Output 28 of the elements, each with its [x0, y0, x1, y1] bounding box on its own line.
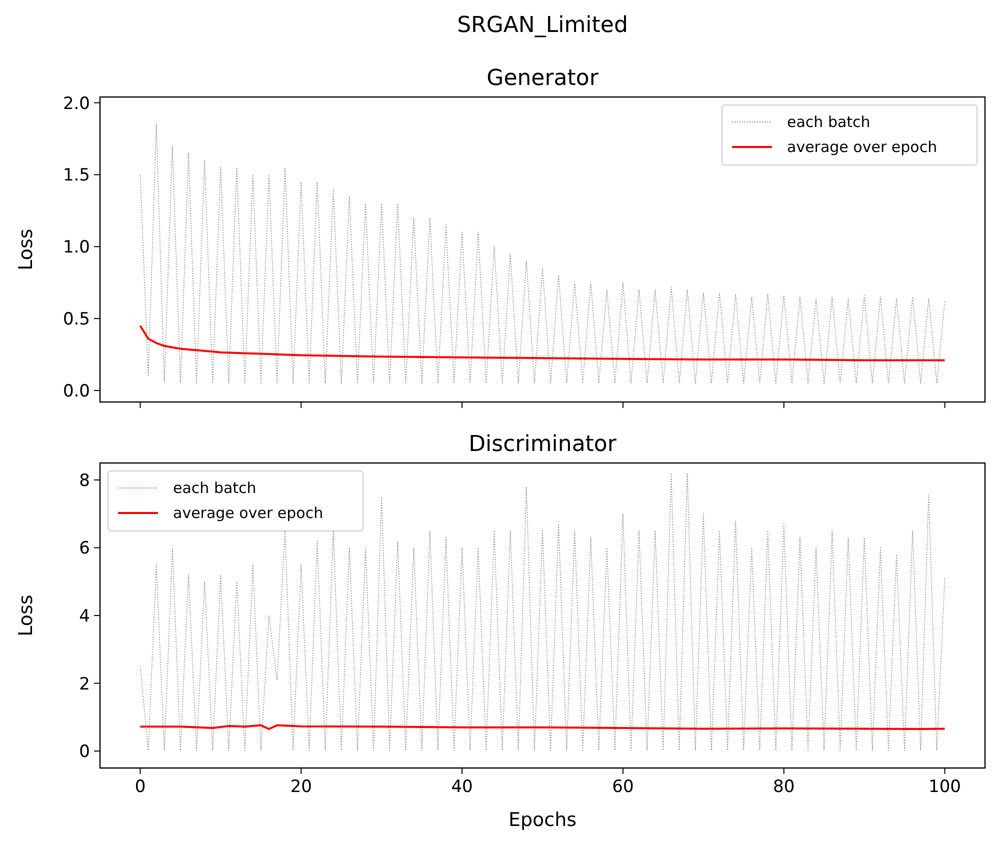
y-axis-title: Loss — [15, 594, 37, 636]
legend-label: each batch — [787, 113, 870, 131]
y-tick-label: 4 — [79, 606, 90, 626]
x-axis-title: Epochs — [508, 809, 577, 831]
legend-label: average over epoch — [787, 138, 938, 156]
legend-label: each batch — [173, 479, 256, 497]
y-tick-label: 2.0 — [62, 94, 90, 114]
y-tick-label: 1.5 — [62, 166, 90, 186]
y-axis-title: Loss — [15, 228, 37, 270]
x-tick-label: 0 — [134, 777, 146, 797]
x-tick-label: 100 — [928, 777, 961, 797]
text: SRGAN_Limited — [457, 13, 628, 38]
chart-title: Generator — [486, 66, 600, 91]
y-tick-label: 0.5 — [62, 310, 90, 330]
line-series — [139, 324, 946, 362]
x-tick-label: 40 — [451, 777, 473, 797]
y-tick-label: 8 — [79, 470, 90, 491]
legend-label: average over epoch — [173, 504, 324, 522]
y-tick-label: 1.0 — [62, 238, 90, 258]
chart-title: Discriminator — [468, 432, 618, 457]
x-tick-label: 60 — [612, 777, 634, 797]
y-tick-label: 0 — [79, 742, 90, 762]
x-tick-label: 80 — [773, 777, 795, 797]
y-tick-label: 0.0 — [62, 381, 90, 402]
x-tick-label: 20 — [290, 777, 312, 797]
y-tick-label: 6 — [79, 538, 90, 559]
line-series — [140, 472, 946, 751]
y-tick-label: 2 — [79, 674, 90, 694]
